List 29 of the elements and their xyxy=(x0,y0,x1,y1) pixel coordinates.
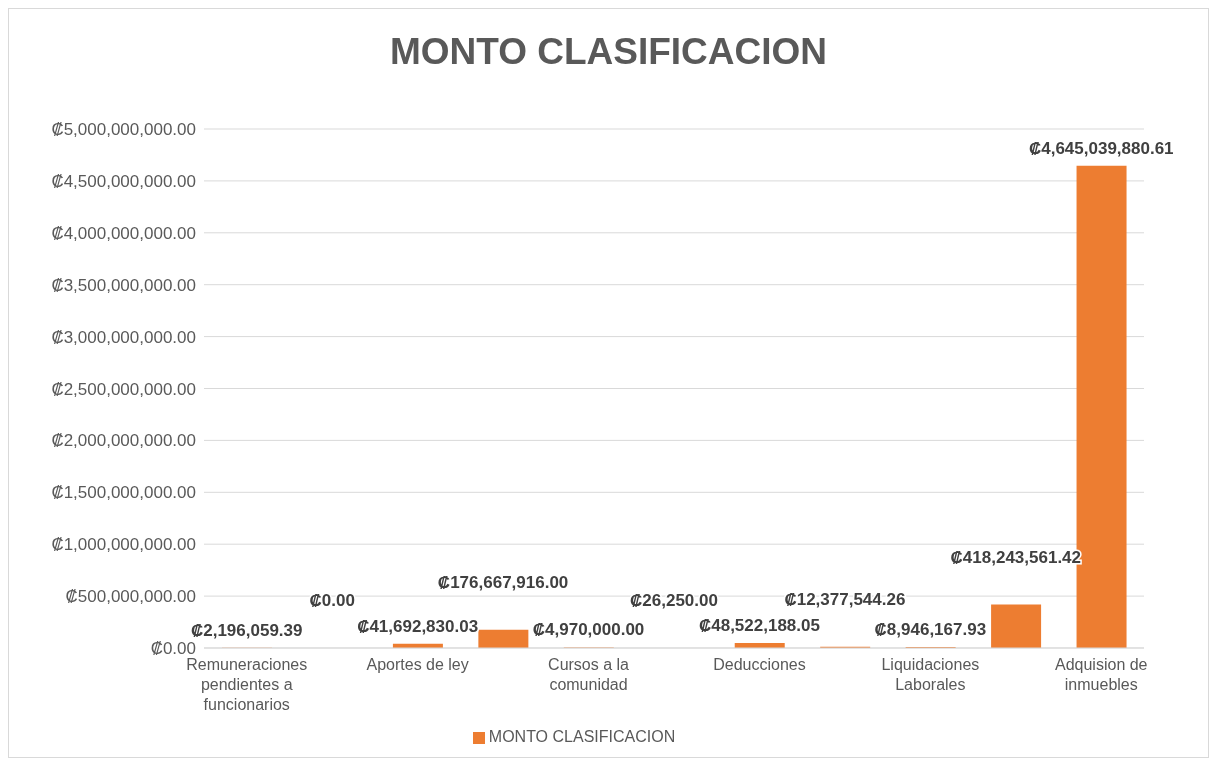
data-label: ₡26,250.00 xyxy=(630,591,718,610)
data-label: ₡0.00 xyxy=(309,591,355,610)
x-tick-label: Cursos a la comunidad xyxy=(548,656,630,693)
y-tick-label: ₡3,500,000,000.00 xyxy=(51,275,196,295)
data-label: ₡4,645,039,880.61 xyxy=(1028,138,1174,158)
data-label: ₡8,946,167.93 xyxy=(874,620,987,640)
y-tick-label: ₡1,500,000,000.00 xyxy=(51,483,196,503)
y-tick-label: ₡500,000,000.00 xyxy=(65,587,196,607)
x-tick-label: Liquidaciones Laborales xyxy=(881,656,980,693)
data-label: ₡176,667,916.00 xyxy=(437,572,569,592)
y-tick-label: ₡1,000,000,000.00 xyxy=(51,535,196,555)
y-tick-label: ₡2,000,000,000.00 xyxy=(51,431,196,451)
legend-label: MONTO CLASIFICACION xyxy=(488,728,676,745)
data-label: ₡4,970,000.00 xyxy=(532,620,645,640)
y-tick-label: ₡0.00 xyxy=(150,639,196,659)
y-tick-label: ₡5,000,000,000.00 xyxy=(51,120,196,140)
x-tick-label: Adquision de inmuebles xyxy=(1055,656,1148,693)
data-label: ₡48,522,188.05 xyxy=(698,615,820,635)
data-label: ₡2,196,059.39 xyxy=(190,620,303,640)
y-tick-label: ₡4,000,000,000.00 xyxy=(51,223,196,243)
y-tick-label: ₡3,000,000,000.00 xyxy=(51,327,196,347)
data-label: ₡41,692,830.03 xyxy=(357,616,479,636)
x-tick-label: Remuneraciones pendientes a funcionarios xyxy=(186,656,308,713)
x-tick-label: Aportes de ley xyxy=(366,656,469,673)
y-tick-label: ₡4,500,000,000.00 xyxy=(51,171,196,191)
y-tick-label: ₡2,500,000,000.00 xyxy=(51,379,196,399)
chart-title: MONTO CLASIFICACION xyxy=(388,30,829,74)
data-label: ₡12,377,544.26 xyxy=(784,589,906,609)
x-tick-label: Deducciones xyxy=(713,656,806,673)
